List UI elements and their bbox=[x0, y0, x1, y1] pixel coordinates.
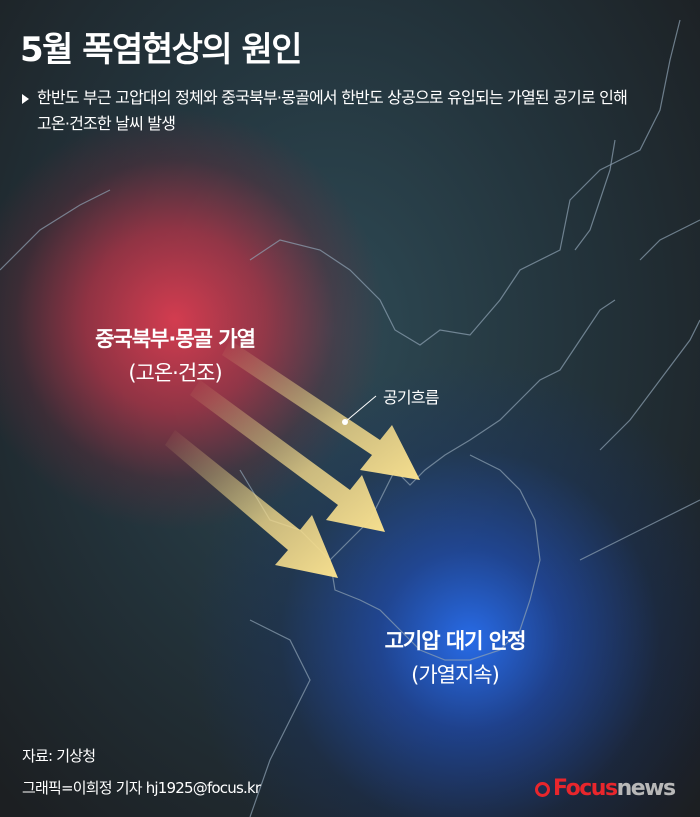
high-pressure-label: 고기압 대기 안정 (가열지속) bbox=[355, 624, 555, 692]
logo-ring-icon bbox=[535, 782, 550, 797]
airflow-arrow-3 bbox=[165, 430, 338, 578]
high-pressure-title: 고기압 대기 안정 bbox=[384, 629, 527, 653]
airflow-arrow-2 bbox=[190, 380, 385, 532]
coastline-korea bbox=[329, 299, 616, 661]
airflow-arrows bbox=[165, 340, 420, 578]
description: 한반도 부근 고압대의 정체와 중국북부·몽골에서 한반도 상공으로 유입되는 … bbox=[22, 85, 692, 137]
page-title: 5월 폭염현상의 원인 bbox=[20, 30, 303, 70]
airflow-leader-line bbox=[344, 395, 377, 423]
airflow-arrow-1 bbox=[222, 340, 420, 480]
coastline-north bbox=[0, 19, 681, 346]
high-pressure-subtitle: (가열지속) bbox=[411, 663, 500, 687]
coastline-japan bbox=[574, 139, 700, 561]
hot-region-title: 중국북부·몽골 가열 bbox=[95, 327, 256, 351]
bullet-triangle-icon bbox=[22, 93, 29, 104]
airflow-leader-dot bbox=[342, 419, 348, 425]
hot-region-label: 중국북부·몽골 가열 (고온·건조) bbox=[60, 322, 290, 390]
description-line-2: 고온·건조한 날씨 발생 bbox=[37, 114, 176, 133]
hot-region-subtitle: (고온·건조) bbox=[128, 361, 222, 385]
source-text: 자료: 기상청 bbox=[22, 747, 96, 765]
airflow-label: 공기흐름 bbox=[383, 388, 439, 407]
credit-text: 그래픽=이희정 기자 hj1925@focus.kr bbox=[22, 779, 261, 797]
description-line-1: 한반도 부근 고압대의 정체와 중국북부·몽골에서 한반도 상공으로 유입되는 … bbox=[37, 88, 628, 107]
focusnews-logo: Focusnews bbox=[535, 776, 676, 801]
